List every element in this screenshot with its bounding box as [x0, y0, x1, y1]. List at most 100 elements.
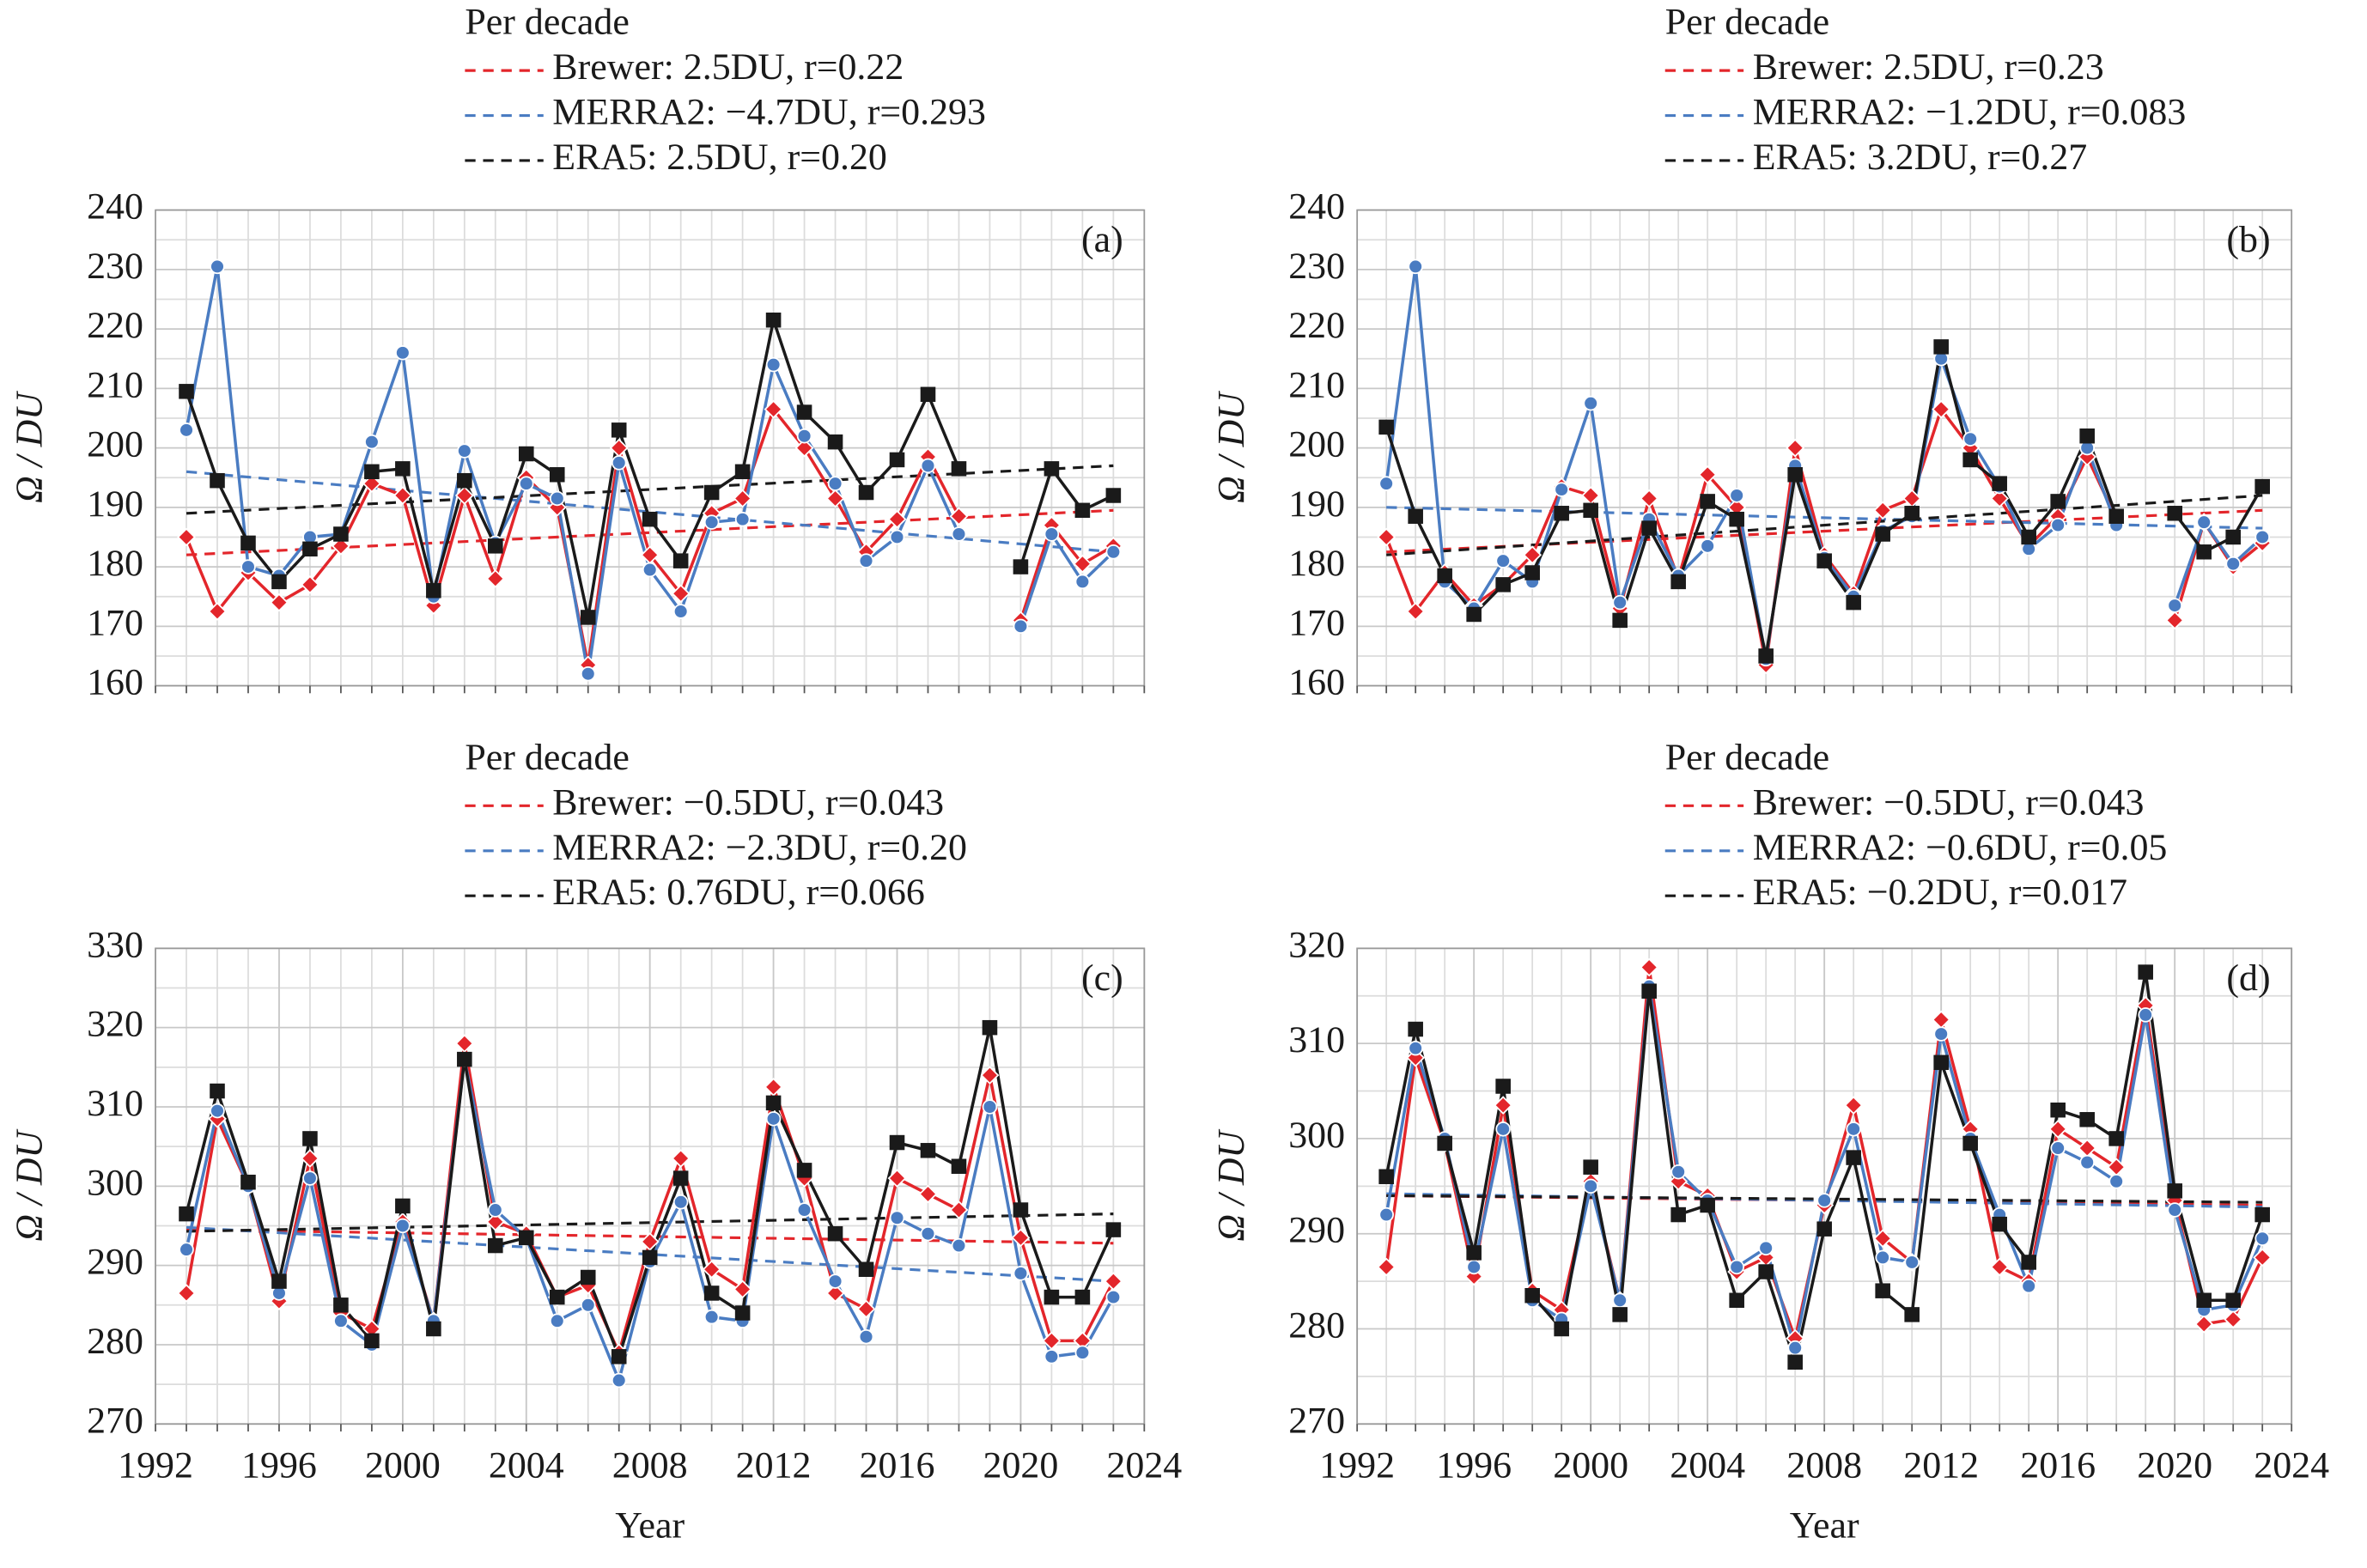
y-tick-label: 160 [87, 662, 143, 703]
y-axis-label: Ω / DU [9, 391, 51, 503]
point [240, 1174, 256, 1190]
point [611, 1372, 627, 1389]
point [1074, 574, 1091, 590]
point [1729, 488, 1744, 503]
point [488, 1202, 503, 1218]
point [1105, 488, 1122, 503]
point [518, 446, 534, 462]
y-tick-label: 270 [1288, 1400, 1345, 1441]
point [703, 484, 720, 501]
panel-label: (c) [1081, 957, 1123, 999]
point [1074, 1345, 1091, 1360]
x-tick-label: 2012 [736, 1445, 812, 1486]
point [1408, 508, 1423, 524]
y-tick-label: 170 [1288, 602, 1345, 643]
point [302, 1131, 318, 1146]
trend-line [1386, 494, 2263, 556]
point [1495, 1121, 1511, 1137]
point [2079, 1112, 2095, 1127]
point [179, 1206, 194, 1222]
point [2021, 1255, 2036, 1270]
point [1612, 612, 1628, 629]
point [1406, 602, 1426, 621]
point [1408, 1040, 1423, 1056]
legend-title: Per decade [465, 2, 629, 43]
trend-line [186, 470, 1114, 554]
point [1013, 1266, 1029, 1281]
x-tick-label: 2008 [612, 1445, 688, 1486]
point [1700, 1197, 1715, 1213]
y-tick-label: 220 [1288, 305, 1345, 346]
point [1554, 506, 1569, 521]
point [1816, 1221, 1832, 1237]
point [672, 1170, 689, 1186]
point [1700, 494, 1715, 509]
point [1074, 1289, 1091, 1305]
point [1873, 501, 1893, 520]
point [1873, 1229, 1893, 1249]
point [671, 1149, 691, 1168]
point [703, 1285, 720, 1301]
point [457, 1051, 472, 1067]
point [827, 1225, 843, 1242]
point [734, 1305, 751, 1321]
point [549, 467, 565, 483]
point [1846, 594, 1861, 611]
point [302, 541, 318, 557]
point [672, 604, 689, 619]
point [2254, 1231, 2270, 1246]
point [271, 1273, 287, 1289]
point [920, 458, 936, 474]
point [518, 476, 534, 491]
point [1729, 1259, 1744, 1275]
y-tick-label: 190 [87, 483, 143, 525]
point [1044, 1289, 1060, 1305]
point [485, 569, 505, 588]
point [1846, 1150, 1861, 1165]
point [825, 489, 845, 508]
point [580, 1269, 596, 1285]
x-tick-label: 2016 [2020, 1445, 2096, 1486]
x-axis-label: Year [1790, 1505, 1859, 1547]
point [1466, 1245, 1482, 1261]
point [1583, 1178, 1598, 1194]
point [1104, 1272, 1123, 1291]
x-tick-label: 2012 [1903, 1445, 1979, 1486]
point [949, 507, 969, 526]
point [395, 1198, 411, 1214]
y-axis-label: Ω / DU [9, 1129, 51, 1242]
point [672, 553, 689, 568]
point [179, 384, 194, 399]
y-tick-label: 210 [87, 364, 143, 405]
point [2167, 1183, 2182, 1199]
point [611, 455, 627, 471]
point [1377, 1257, 1396, 1277]
trend-line [186, 1212, 1114, 1233]
point [642, 511, 658, 527]
y-tick-label: 190 [1288, 483, 1345, 525]
y-tick-label: 200 [1288, 424, 1345, 465]
point [640, 1232, 660, 1251]
point [1933, 1054, 1949, 1071]
point [1932, 399, 1951, 419]
point [240, 535, 256, 551]
legend-label: ERA5: 0.76DU, r=0.066 [552, 872, 925, 913]
point [1962, 452, 1978, 468]
legend-title: Per decade [1665, 737, 1829, 778]
point [1105, 1289, 1122, 1305]
point [856, 1299, 876, 1319]
point [1408, 1021, 1423, 1037]
y-tick-label: 240 [87, 186, 143, 228]
legend-title: Per decade [465, 737, 629, 778]
panel: 160 170 180 190 200 210 220 230 240 Ω / DU (b) Per … [1211, 2, 2293, 703]
trend-line [186, 1228, 1114, 1245]
point [177, 1284, 196, 1303]
y-tick-label: 200 [87, 424, 143, 465]
point [2225, 1292, 2241, 1308]
point [2021, 1278, 2036, 1294]
point [1495, 577, 1511, 593]
point [918, 1184, 938, 1204]
point [734, 464, 751, 480]
point [2108, 508, 2124, 524]
point [2108, 1131, 2124, 1146]
